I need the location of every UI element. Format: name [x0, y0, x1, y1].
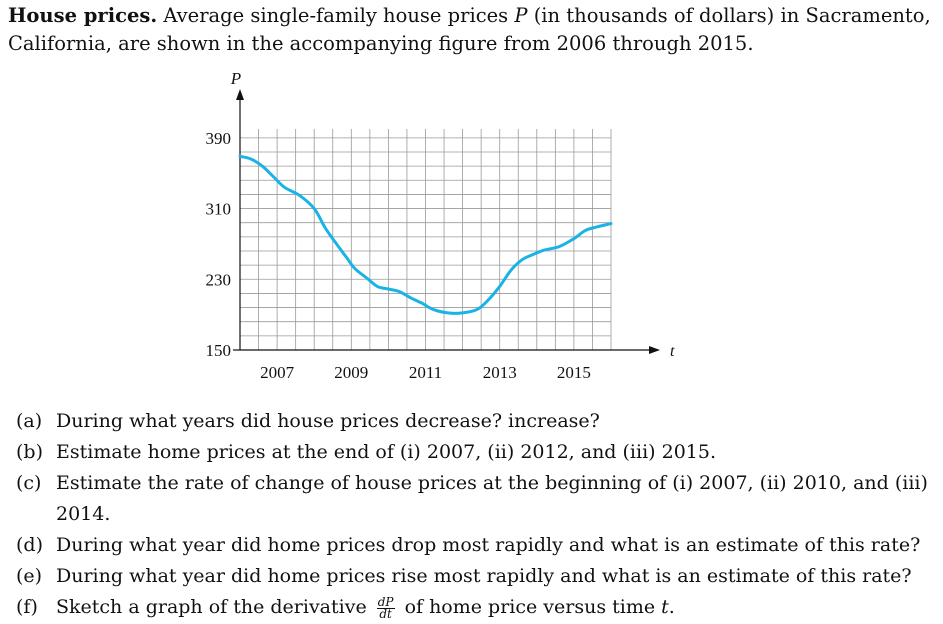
x-tick-label: 2007 [260, 363, 295, 382]
x-axis-label: t [670, 343, 675, 360]
question-label: (f) [16, 596, 38, 618]
chart-grid [240, 129, 612, 350]
question-text: During what year did home prices drop mo… [56, 534, 921, 556]
x-tick-label: 2009 [334, 363, 368, 382]
chart-axes [233, 89, 660, 354]
question-text: Estimate home prices at the end of (i) 2… [56, 441, 716, 463]
question-text: During what year did home prices rise mo… [56, 565, 912, 587]
question-label: (a) [16, 410, 43, 432]
question-a: (a) During what years did house prices d… [16, 406, 931, 437]
fraction-denominator: dt [379, 606, 392, 621]
y-tick-label: 150 [206, 341, 232, 360]
problem-title: House prices. [8, 4, 158, 27]
question-label: (d) [16, 534, 43, 556]
y-tick-label: 230 [206, 270, 232, 289]
question-text: Estimate the rate of change of house pri… [56, 472, 928, 525]
y-tick-label: 390 [206, 129, 232, 148]
question-b: (b) Estimate home prices at the end of (… [16, 437, 931, 468]
house-price-chart: 2007 2009 2011 2013 2015 150 230 310 390 t P [206, 69, 676, 382]
question-f-text-2: of home price versus time [404, 596, 656, 618]
x-axis-arrow [649, 346, 660, 354]
question-c: (c) Estimate the rate of change of house… [16, 468, 931, 530]
derivative-fraction: dP dt [376, 594, 395, 621]
problem-statement: House prices. Average single-family hous… [8, 2, 933, 58]
y-tick-label: 310 [206, 200, 232, 219]
question-d: (d) During what year did home prices dro… [16, 530, 931, 561]
x-tick-label: 2011 [409, 363, 442, 382]
question-text: Sketch a graph of the derivative dP dt o… [56, 592, 931, 623]
question-e: (e) During what year did home prices ris… [16, 561, 931, 592]
problem-text-2: (in thousands of dollars) in Sacramento,… [8, 4, 931, 55]
question-label: (e) [16, 565, 43, 587]
question-label: (b) [16, 441, 43, 463]
question-f-var: t [661, 596, 669, 618]
question-f: (f) Sketch a graph of the derivative dP … [16, 592, 931, 623]
x-tick-label: 2015 [557, 363, 591, 382]
question-f-text-1: Sketch a graph of the derivative [56, 596, 367, 618]
y-axis-arrow [236, 89, 244, 100]
problem-text-1: Average single-family house prices [163, 4, 509, 27]
question-label: (c) [16, 472, 42, 494]
question-text: During what years did house prices decre… [56, 410, 600, 432]
questions-list: (a) During what years did house prices d… [16, 406, 931, 623]
series-line-P [238, 154, 613, 315]
question-f-end: . [668, 596, 675, 618]
problem-var: P [514, 4, 528, 27]
fraction-numerator: dP [376, 594, 395, 609]
y-axis-label: P [230, 69, 241, 88]
x-tick-label: 2013 [483, 363, 517, 382]
chart-tick-labels: 2007 2009 2011 2013 2015 150 230 310 390 [206, 129, 591, 382]
